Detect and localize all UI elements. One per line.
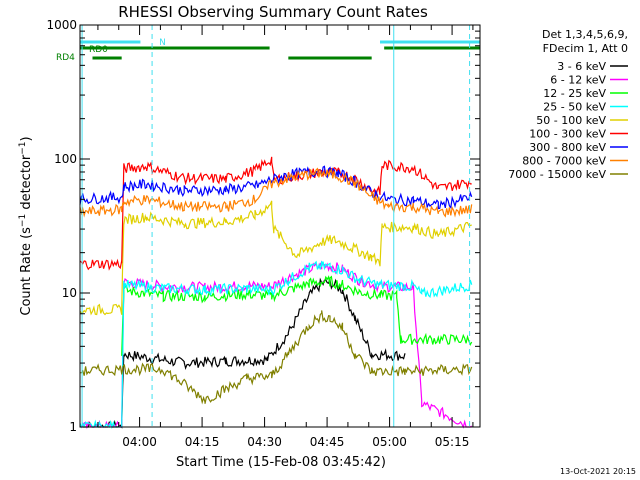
n-label: N [159,38,166,48]
y-tick-label: 1000 [46,18,77,32]
rd4-label: RD4 [56,53,75,63]
legend-label: 100 - 300 keV [529,128,606,141]
plot-frame [79,24,481,428]
legend-header-line: FDecim 1, Att 0 [543,42,628,55]
x-axis-ticks: 04:00 04:15 04:30 04:45 05:00 05:15 [97,25,474,449]
series-line-8 [79,310,473,405]
x-tick-label: 05:00 [372,435,407,449]
x-axis-label: Start Time (15-Feb-08 03:45:42) [176,455,386,470]
series-line-2 [121,275,473,356]
y-axis-ticks: 1 10 100 1000 [46,18,480,434]
legend-label: 3 - 6 keV [557,60,606,73]
y-tick-label: 1 [69,420,77,434]
x-tick-label: 05:15 [435,435,470,449]
x-tick-label: 04:15 [185,435,220,449]
legend: Det 1,3,4,5,6,9,FDecim 1, Att 0 3 - 6 keV… [508,28,628,181]
x-tick-label: 04:45 [310,435,345,449]
chart-title: RHESSI Observing Summary Count Rates [118,3,428,21]
series-layer [79,156,473,430]
legend-label: 800 - 7000 keV [522,155,606,168]
series-line-0 [79,277,406,429]
series-line-6 [79,165,473,210]
series-line-3 [79,260,473,430]
y-axis-label: Count Rate (s−1 detector−1) [18,136,34,315]
y-tick-label: 10 [62,286,77,300]
legend-label: 6 - 12 keV [550,74,606,87]
legend-label: 25 - 50 keV [543,101,606,114]
rd0-label: RD0 [89,45,108,55]
series-line-7 [79,167,473,218]
legend-label: 300 - 800 keV [529,141,606,154]
series-line-4 [79,200,472,316]
legend-label: 12 - 25 keV [543,87,606,100]
x-tick-label: 04:00 [122,435,157,449]
legend-label: 50 - 100 keV [536,114,606,127]
legend-header-line: Det 1,3,4,5,6,9, [542,28,628,41]
annotation-layer: RD0 RD4 N [56,25,480,427]
y-tick-label: 100 [54,152,77,166]
series-line-5 [79,156,472,271]
legend-label: 7000 - 15000 keV [508,168,606,181]
footer-date: 13-Oct-2021 20:15 [560,467,636,476]
x-tick-label: 04:30 [247,435,282,449]
